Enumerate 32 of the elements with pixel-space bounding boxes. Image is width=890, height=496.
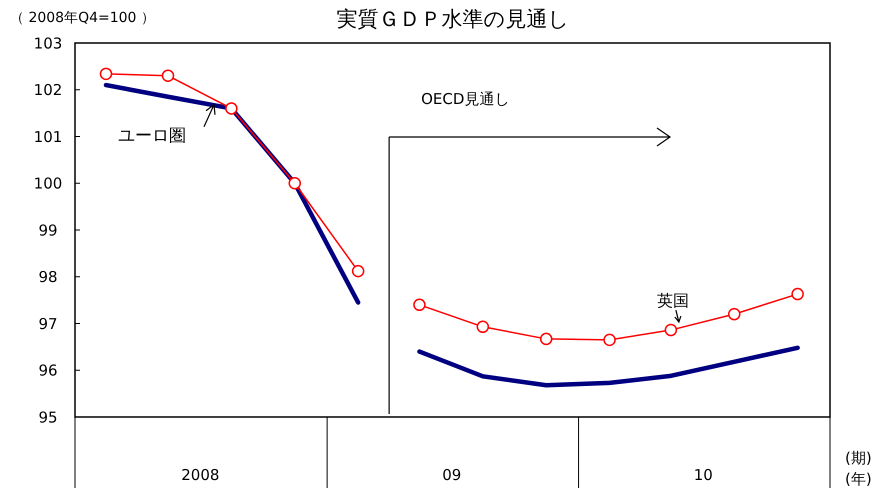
y-tick-label: 98 xyxy=(38,268,58,286)
y-tick-label: 97 xyxy=(38,314,58,333)
point xyxy=(162,69,174,82)
point xyxy=(664,324,678,336)
point xyxy=(476,320,490,334)
point xyxy=(728,308,740,320)
text: (年) xyxy=(845,470,872,488)
line-series xyxy=(417,346,800,388)
y-tick-label: 96 xyxy=(38,362,58,380)
y-tick-label: 102 xyxy=(34,81,62,99)
x-tick-label: 09 xyxy=(442,466,462,484)
y-tick-label: 100 xyxy=(34,174,62,192)
y-axis-title: （ 2008年Q4=100 ） xyxy=(10,10,155,26)
y-tick-label: 95 xyxy=(38,408,58,426)
x-tick-label: 10 xyxy=(694,466,713,484)
point xyxy=(540,332,552,346)
series-label: 英国 xyxy=(656,291,689,310)
point xyxy=(352,264,364,278)
point xyxy=(413,298,426,312)
point xyxy=(603,334,616,346)
ref-line-label: OECD見通し xyxy=(421,90,510,108)
point xyxy=(288,177,301,190)
point xyxy=(225,102,238,115)
y-tick-label: 103 xyxy=(34,34,62,52)
series-label: ユーロ圏 xyxy=(118,126,186,146)
y-tick-label: 99 xyxy=(38,221,58,240)
y-tick-label: 101 xyxy=(34,128,62,146)
text: (期) xyxy=(845,449,872,467)
x-tick-label: 2008 xyxy=(181,466,220,484)
point xyxy=(100,68,112,80)
point xyxy=(791,288,804,300)
chart-title: 実質ＧＤＰ水準の見通し xyxy=(336,7,570,31)
